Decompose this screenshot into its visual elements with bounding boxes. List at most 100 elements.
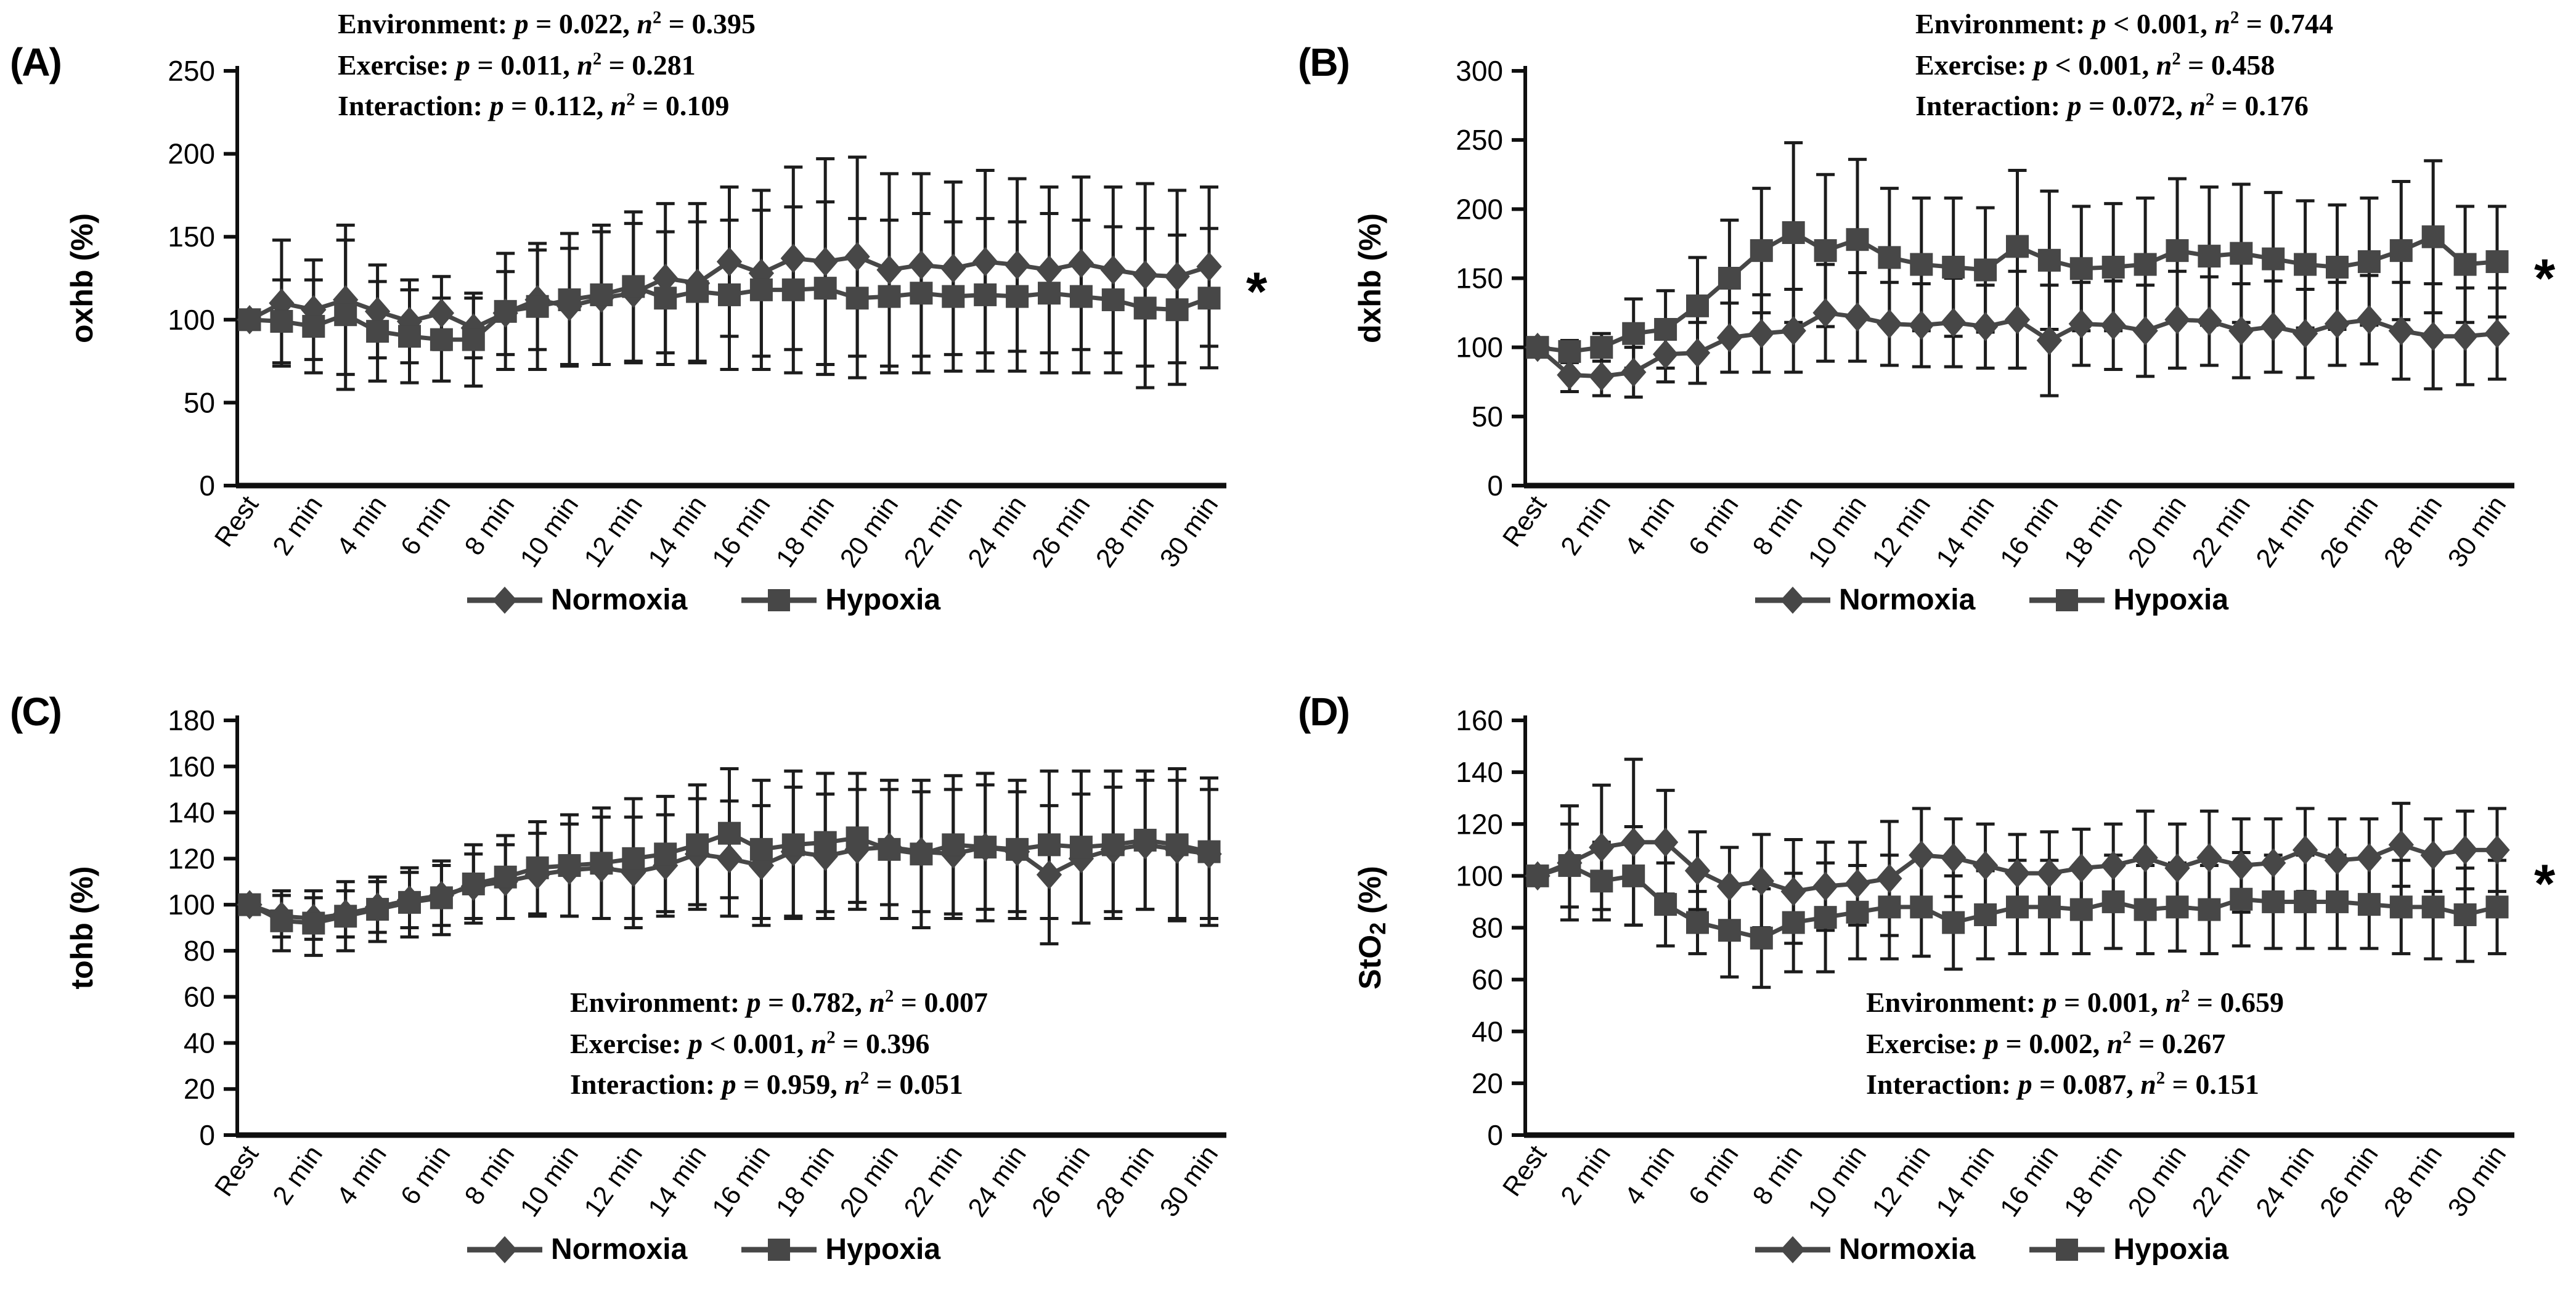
- normoxia-diamond-marker: [2452, 835, 2478, 865]
- hypoxia-square-marker: [1750, 926, 1773, 950]
- hypoxia-square-marker: [2453, 253, 2477, 276]
- normoxia-diamond-marker: [716, 844, 743, 874]
- panel-D: (D) 0 20 40 60 80 100 120 140 160 StO2 (%) Rest 2 m…: [1288, 650, 2576, 1299]
- hypoxia-square-marker: [813, 277, 837, 300]
- hypoxia-square-marker: [302, 315, 325, 338]
- y-tick-label: 200: [1456, 193, 1503, 225]
- legend-item-hypoxia: Hypoxia: [739, 583, 940, 617]
- axes: 0 20 40 60 80 100 120 140 160 180: [168, 704, 1226, 1151]
- y-tick-label: 120: [1456, 808, 1503, 840]
- stat-line: Environment: p < 0.001, n2 = 0.744: [1915, 8, 2333, 39]
- hypoxia-square-marker: [910, 282, 933, 305]
- hypoxia-square-marker: [2134, 898, 2157, 921]
- x-tick-label: 18 min: [770, 491, 840, 572]
- normoxia-diamond-marker: [2068, 309, 2094, 339]
- x-tick-label: 20 min: [2122, 491, 2192, 572]
- hypoxia-square-marker: [1590, 869, 1613, 893]
- normoxia-diamond-marker: [1748, 866, 1774, 896]
- hypoxia-square-marker: [2389, 895, 2413, 919]
- x-tick-label: 4 min: [331, 1140, 393, 1210]
- stat-line: Environment: p = 0.782, n2 = 0.007: [570, 987, 988, 1018]
- normoxia-diamond-marker: [1716, 323, 1743, 352]
- y-tick-label: 200: [168, 138, 215, 170]
- normoxia-diamond-marker: [1844, 302, 1870, 332]
- hypoxia-square-marker: [2037, 248, 2061, 272]
- normoxia-diamond-marker: [2420, 840, 2446, 870]
- x-tick-label: 12 min: [1867, 491, 1936, 572]
- y-tick-label: 0: [199, 470, 215, 502]
- hypoxia-square-marker: [1069, 285, 1093, 308]
- hypoxia-square-marker: [334, 303, 357, 327]
- normoxia-diamond-marker: [1877, 863, 1902, 894]
- x-tick-label: 16 min: [1994, 491, 2064, 572]
- diamond-marker-icon: [467, 586, 542, 614]
- panel-label: (B): [1298, 40, 1350, 84]
- x-tick-label: 12 min: [579, 1140, 648, 1222]
- normoxia-diamond-marker: [2036, 325, 2063, 356]
- normoxia-diamond-marker: [1972, 312, 1999, 341]
- x-tick-label: 26 min: [1026, 1140, 1096, 1222]
- hypoxia-square-marker: [1101, 833, 1125, 857]
- normoxia-diamond-marker: [2068, 853, 2094, 883]
- series-hypoxia: [1526, 221, 2509, 363]
- x-tick-label: 28 min: [1090, 491, 1160, 572]
- hypoxia-square-marker: [2198, 898, 2221, 921]
- x-tick-label: 20 min: [834, 1140, 904, 1222]
- hypoxia-square-marker: [2389, 239, 2413, 263]
- legend-item-normoxia: Normoxia: [1753, 1232, 1975, 1266]
- normoxia-diamond-marker: [2228, 850, 2254, 881]
- normoxia-diamond-marker: [428, 298, 455, 328]
- hypoxia-square-marker: [1069, 836, 1093, 859]
- y-tick-label: 250: [168, 55, 215, 87]
- legend: Normoxia Hypoxia: [117, 1232, 1288, 1266]
- x-tick-label: 26 min: [2314, 1140, 2384, 1222]
- x-tick-label: 2 min: [1555, 1140, 1616, 1210]
- hypoxia-square-marker: [2326, 890, 2349, 913]
- normoxia-diamond-marker: [2100, 850, 2126, 881]
- hypoxia-square-marker: [494, 865, 517, 889]
- normoxia-diamond-marker: [2324, 845, 2350, 875]
- normoxia-diamond-marker: [1748, 319, 1774, 348]
- y-tick-label: 60: [184, 981, 215, 1013]
- x-tick-label: 18 min: [770, 1140, 840, 1222]
- normoxia-diamond-marker: [1941, 307, 1967, 338]
- hypoxia-square-marker: [2421, 225, 2445, 248]
- normoxia-diamond-marker: [2356, 843, 2382, 873]
- normoxia-diamond-marker: [1684, 338, 1711, 368]
- normoxia-diamond-marker: [2260, 312, 2286, 341]
- hypoxia-square-marker: [1750, 239, 1773, 263]
- x-tick-label: 28 min: [1090, 1140, 1160, 1222]
- normoxia-diamond-marker: [876, 255, 902, 285]
- x-tick-label: 20 min: [834, 491, 904, 572]
- hypoxia-square-marker: [558, 854, 581, 878]
- normoxia-diamond-marker: [1780, 316, 1806, 346]
- hypoxia-square-marker: [558, 288, 581, 311]
- hypoxia-square-marker: [1006, 837, 1029, 861]
- hypoxia-square-marker: [526, 856, 549, 879]
- hypoxia-square-marker: [1558, 854, 1581, 878]
- chart-tohb: 0 20 40 60 80 100 120 140 160 180 tohb (%) Rest 2 mi…: [65, 704, 1226, 1222]
- x-tick-label: 22 min: [899, 491, 968, 572]
- y-tick-label: 0: [1487, 470, 1503, 502]
- y-tick-label: 300: [1456, 55, 1503, 87]
- normoxia-diamond-marker: [1196, 251, 1222, 282]
- hypoxia-square-marker: [2069, 257, 2093, 280]
- x-tick-label: 8 min: [459, 491, 521, 561]
- legend: Normoxia Hypoxia: [1405, 1232, 2576, 1266]
- hypoxia-square-marker: [2037, 895, 2061, 919]
- y-axis-title: StO2 (%): [1353, 866, 1390, 990]
- axes: 0 50 100 150 200 250: [168, 55, 1226, 502]
- series-hypoxia: [1526, 854, 2509, 950]
- stat-line: Environment: p = 0.001, n2 = 0.659: [1866, 987, 2284, 1018]
- hypoxia-square-marker: [2101, 890, 2125, 913]
- hypoxia-square-marker: [2101, 256, 2125, 279]
- hypoxia-square-marker: [878, 837, 901, 861]
- hypoxia-square-marker: [1526, 864, 1549, 887]
- x-tick-label: 4 min: [1619, 491, 1681, 561]
- hypoxia-square-marker: [462, 872, 485, 895]
- x-tick-label: 28 min: [2378, 1140, 2448, 1222]
- stat-line: Exercise: p = 0.002, n2 = 0.267: [1866, 1027, 2226, 1059]
- hypoxia-square-marker: [1654, 893, 1677, 916]
